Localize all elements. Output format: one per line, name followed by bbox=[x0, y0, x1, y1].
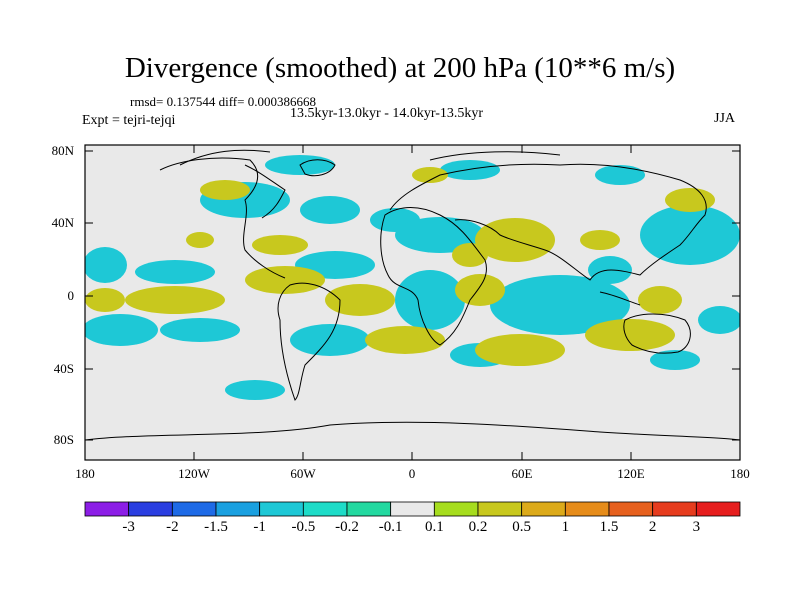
colorbar-label: -1.5 bbox=[204, 519, 228, 535]
colorbar-swatch bbox=[652, 501, 697, 517]
negative-patches bbox=[85, 155, 740, 400]
colorbar-swatch bbox=[521, 501, 566, 517]
colorbar-label: -1 bbox=[253, 519, 266, 535]
lat-tick-label: 40S bbox=[53, 361, 74, 376]
lat-tick-label: 80N bbox=[51, 143, 74, 158]
positive-patches bbox=[85, 167, 715, 366]
colorbar-swatch bbox=[346, 501, 392, 517]
map-title: Divergence (smoothed) at 200 hPa (10**6 … bbox=[124, 52, 676, 84]
colorbar bbox=[84, 501, 741, 517]
colorbar-swatch bbox=[128, 501, 173, 517]
colorbar-label: -0.1 bbox=[378, 519, 403, 535]
colorbar-label: 2 bbox=[648, 519, 657, 535]
colorbar-label: 0.5 bbox=[512, 519, 532, 535]
lon-tick-label: 120W bbox=[178, 466, 210, 481]
colorbar-label: -2 bbox=[166, 519, 179, 535]
stats-label: rmsd= 0.137544 diff= 0.000386668 bbox=[130, 94, 316, 109]
colorbar-swatch bbox=[695, 501, 741, 517]
lon-tick-label: 0 bbox=[408, 466, 416, 481]
period-label: 13.5kyr-13.0kyr - 14.0kyr-13.5kyr bbox=[290, 106, 484, 121]
colorbar-swatch bbox=[84, 501, 130, 517]
colorbar-label: 0.2 bbox=[468, 519, 488, 535]
lon-tick-label: 180 bbox=[75, 466, 95, 481]
lat-tick-label: 0 bbox=[67, 288, 75, 303]
colorbar-swatch bbox=[433, 501, 479, 517]
colorbar-swatch bbox=[259, 501, 304, 517]
lon-tick-label: 60E bbox=[511, 466, 533, 481]
lon-ticks bbox=[193, 145, 632, 460]
colorbar-swatch bbox=[608, 501, 654, 517]
lon-tick-label: 180 bbox=[730, 466, 750, 481]
colorbar-swatch bbox=[477, 501, 523, 517]
colorbar-swatch bbox=[302, 501, 348, 517]
lat-ticks bbox=[85, 150, 740, 441]
colorbar-label: -0.2 bbox=[335, 519, 359, 535]
lat-tick-label: 80S bbox=[53, 432, 74, 447]
colorbar-swatch bbox=[564, 501, 610, 517]
colorbar-label: -0.5 bbox=[291, 519, 316, 535]
lon-tick-label: 60W bbox=[290, 466, 316, 481]
colorbar-label: 3 bbox=[692, 519, 701, 535]
field-patches bbox=[85, 149, 740, 441]
lat-tick-label: 40N bbox=[51, 215, 74, 230]
colorbar-swatch bbox=[215, 501, 261, 517]
colorbar-swatch bbox=[390, 501, 435, 517]
colorbar-label: 1.5 bbox=[599, 519, 619, 535]
season-label: JJA bbox=[714, 111, 736, 126]
lon-tick-label: 120E bbox=[617, 466, 645, 481]
colorbar-label: -3 bbox=[122, 519, 135, 535]
colorbar-label: 0.1 bbox=[424, 519, 444, 535]
colorbar-swatch bbox=[171, 501, 217, 517]
experiment-label: Expt = tejri-tejqi bbox=[82, 113, 176, 128]
colorbar-label: 1 bbox=[561, 519, 570, 535]
coastlines bbox=[85, 149, 740, 441]
